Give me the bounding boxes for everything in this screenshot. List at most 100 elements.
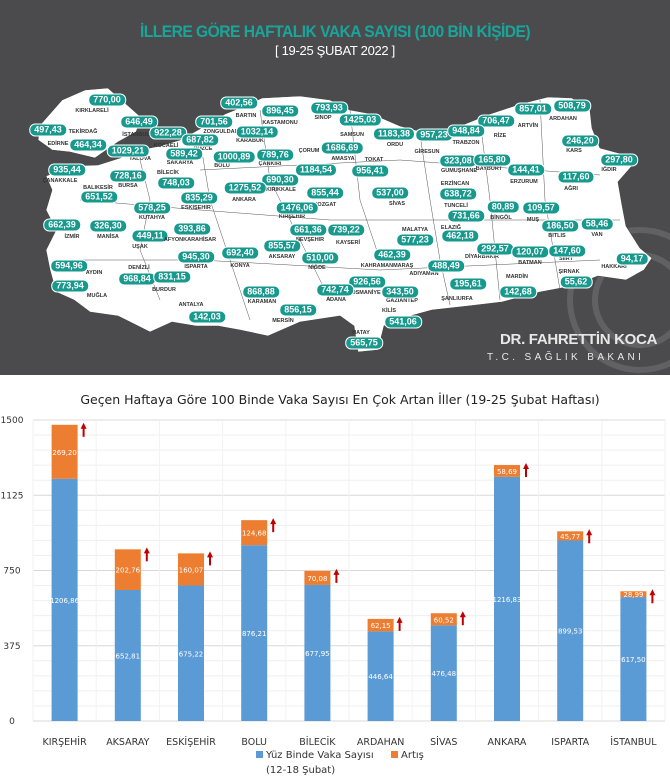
province-value-badge: 662,39 xyxy=(43,218,81,232)
increase-arrow-icon xyxy=(523,463,529,478)
province-value-badge: 565,75 xyxy=(345,336,383,350)
province-value-badge: 968,84 xyxy=(118,272,156,286)
increase-arrow-icon xyxy=(649,589,656,604)
bar-base xyxy=(114,590,141,721)
province-value-badge: 638,72 xyxy=(439,187,477,201)
province-value-badge: 855,44 xyxy=(306,186,344,200)
province-name: AKSARAY xyxy=(268,254,296,260)
province-value-badge: 343,50 xyxy=(381,285,419,299)
province-value-badge: 246,20 xyxy=(561,134,599,148)
arrow-head xyxy=(396,616,403,623)
province-name: İSTANBUL xyxy=(122,132,150,138)
increase-arrow-icon xyxy=(396,616,403,631)
province-name: BURSA xyxy=(118,183,138,189)
bar-increase-label: 58,69 xyxy=(497,468,517,476)
bar-base xyxy=(367,631,394,721)
province-value-badge: 323,08 xyxy=(439,154,477,168)
x-tick-label: BOLU xyxy=(241,737,267,748)
increase-arrow-icon xyxy=(586,529,593,544)
x-tick-label: ESKİŞEHİR xyxy=(166,737,216,748)
bar-base xyxy=(51,478,78,721)
province-name: MERSİN xyxy=(272,318,294,324)
province-value-badge: 402,56 xyxy=(220,96,258,110)
x-tick-label: ANKARA xyxy=(488,737,527,748)
province-name: ANKARA xyxy=(232,197,256,203)
province-value-badge: 488,49 xyxy=(427,259,465,273)
chart-legend: Yüz Binde Vaka Sayısı (12-18 Şubat) Artı… xyxy=(256,750,424,776)
province-value-badge: 855,57 xyxy=(263,239,301,253)
y-tick-label: 750 xyxy=(3,567,20,577)
province-name: ERZİNCAN xyxy=(440,181,470,187)
province-value-badge: 1029,21 xyxy=(106,144,150,158)
province-name: KİLİS xyxy=(381,308,397,314)
bar-increase-label: 202,76 xyxy=(116,567,141,575)
bar-increase-label: 28,99 xyxy=(623,591,643,599)
province-value-badge: 1476,06 xyxy=(275,201,319,215)
bar-increase xyxy=(367,618,394,632)
province-name: KOCAELİ xyxy=(153,143,179,149)
province-name: SAMSUN xyxy=(340,132,364,138)
minister-title: T.C. SAĞLIK BAKANI xyxy=(487,352,645,363)
province-value-badge: 701,56 xyxy=(195,115,233,129)
province-name: İZMİR xyxy=(64,234,80,240)
province-value-badge: 692,40 xyxy=(221,246,259,260)
province-value-badge: 186,50 xyxy=(541,219,579,233)
province-value-badge: 1425,03 xyxy=(338,113,382,127)
arrow-head xyxy=(459,611,466,618)
province-value-badge: 55,62 xyxy=(559,275,593,289)
province-value-badge: 728,16 xyxy=(109,169,147,183)
bar-base xyxy=(494,476,520,721)
province-value-badge: 773,94 xyxy=(51,279,89,293)
province-value-badge: 835,29 xyxy=(180,191,218,205)
province-value-badge: 857,01 xyxy=(514,102,552,116)
province-value-badge: 1183,38 xyxy=(372,127,416,141)
minister-name: DR. FAHRETTİN KOCA xyxy=(500,331,658,348)
province-value-badge: 94,17 xyxy=(615,252,649,266)
bar-base-label: 446,64 xyxy=(368,673,393,681)
province-name: ZONGULDAK xyxy=(203,129,239,135)
province-name: BATMAN xyxy=(518,260,542,266)
province-name: KONYA xyxy=(230,263,250,269)
province-value-badge: 793,93 xyxy=(310,101,348,115)
province-value-badge: 646,49 xyxy=(120,115,158,129)
province-value-badge: 926,56 xyxy=(348,275,386,289)
x-tick-label: SİVAS xyxy=(430,737,457,748)
province-name: TRABZON xyxy=(452,140,480,146)
province-value-badge: 541,06 xyxy=(384,315,422,329)
y-tick-label: 375 xyxy=(3,642,20,652)
bar-base xyxy=(557,540,584,721)
province-name: KAHRAMANMARAŞ xyxy=(360,263,414,269)
province-name: YALOVA xyxy=(128,156,152,162)
province-value-badge: 651,52 xyxy=(80,190,118,204)
province-name: ARDAHAN xyxy=(549,116,577,122)
province-name: MALATYA xyxy=(402,227,428,233)
province-value-badge: 165,80 xyxy=(473,153,511,167)
province-name: EDİRNE xyxy=(47,141,69,147)
y-tick-label: 0 xyxy=(9,717,15,727)
bar-increase-label: 45,77 xyxy=(560,533,580,541)
province-value-badge: 748,03 xyxy=(157,176,195,190)
bar-increase-label: 124,68 xyxy=(242,530,267,538)
province-name: AĞRI xyxy=(564,186,578,192)
province-name: BOLU xyxy=(214,163,230,169)
legend-label-base: Yüz Binde Vaka Sayısı xyxy=(265,750,374,761)
bar-increase xyxy=(304,570,331,585)
province-name: BAYBURT xyxy=(475,166,503,172)
province-value-badge: 706,47 xyxy=(477,114,515,128)
province-value-badge: 661,36 xyxy=(289,223,327,237)
province-name: ÇANAKKALE xyxy=(42,178,78,184)
province-value-badge: 109,57 xyxy=(522,201,560,215)
province-name: MUĞLA xyxy=(86,293,108,299)
province-value-badge: 120,07 xyxy=(511,245,549,259)
province-value-badge: 1184,54 xyxy=(294,163,338,177)
province-value-badge: 297,80 xyxy=(600,153,638,167)
x-tick-label: BİLECİK xyxy=(299,737,336,748)
bar-increase xyxy=(494,465,520,477)
province-name: AYDIN xyxy=(85,270,103,276)
province-name: ISPARTA xyxy=(184,264,208,270)
arrow-head xyxy=(586,529,593,536)
bar-base xyxy=(620,597,647,721)
province-value-badge: 868,88 xyxy=(242,285,280,299)
province-map-panel: İLLERE GÖRE HAFTALIK VAKA SAYISI (100 Bİ… xyxy=(0,0,670,375)
province-name: VAN xyxy=(591,232,603,238)
